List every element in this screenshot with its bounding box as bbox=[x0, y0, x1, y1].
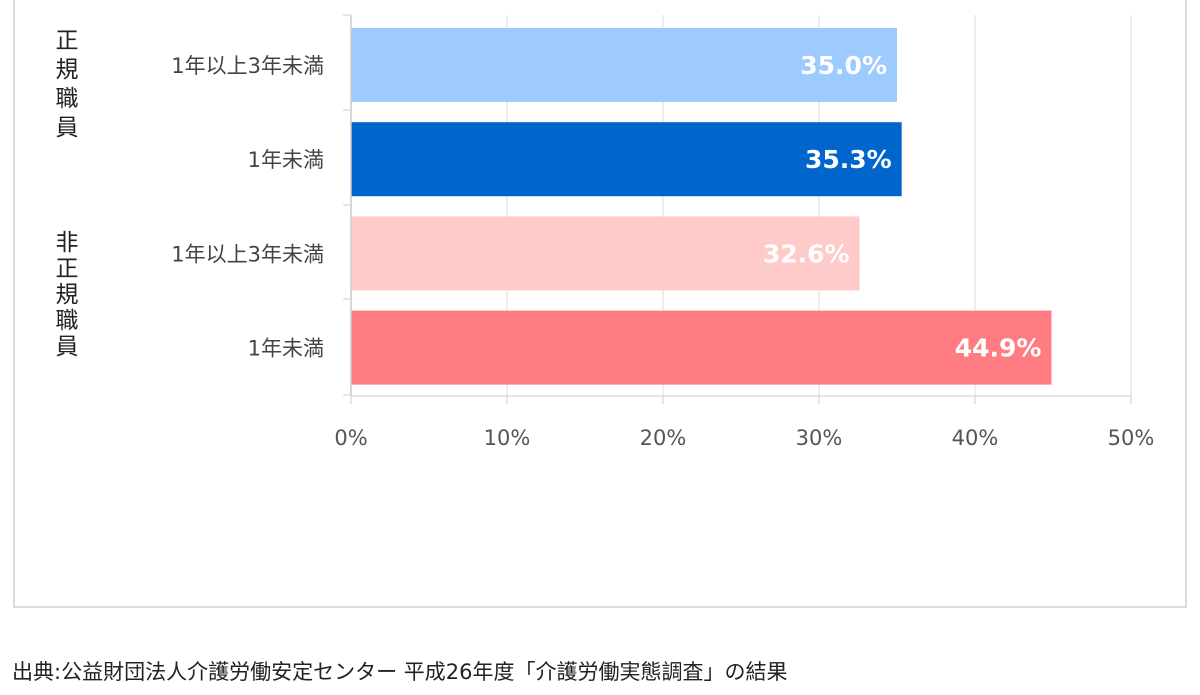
x-tick-label: 40% bbox=[952, 426, 999, 450]
group-label-char: 員 bbox=[56, 115, 79, 141]
category-label: 1年未満 bbox=[248, 148, 324, 172]
group-label-char: 職 bbox=[56, 308, 79, 334]
x-tick-label: 0% bbox=[334, 426, 367, 450]
group-label-char: 正 bbox=[56, 256, 79, 282]
bar bbox=[351, 310, 1052, 385]
category-label: 1年以上3年未満 bbox=[171, 242, 324, 266]
bar bbox=[351, 122, 902, 197]
x-tick-label: 20% bbox=[640, 426, 687, 450]
x-tick-label: 30% bbox=[796, 426, 843, 450]
category-label: 1年未満 bbox=[248, 337, 324, 361]
bar-value-label: 44.9% bbox=[955, 334, 1042, 363]
bar-value-label: 35.0% bbox=[800, 51, 887, 80]
group-label-char: 非 bbox=[56, 230, 79, 256]
x-tick-label: 10% bbox=[484, 426, 531, 450]
category-label: 1年以上3年未満 bbox=[171, 54, 324, 78]
bar-value-label: 32.6% bbox=[763, 239, 850, 268]
group-label-char: 職 bbox=[56, 86, 79, 112]
bar-value-label: 35.3% bbox=[805, 145, 892, 174]
group-label-char: 規 bbox=[56, 282, 79, 308]
group-label-char: 正 bbox=[56, 28, 79, 54]
bar bbox=[351, 216, 860, 291]
group-label-char: 規 bbox=[56, 57, 79, 83]
bar-chart: 35.0% 1年以上3年未満 35.3% 1年未満 32.6% 1年以上3年未満 44.9%… bbox=[56, 14, 1155, 450]
group-label-char: 員 bbox=[56, 334, 79, 360]
source-note: 出典:公益財団法人介護労働安定センター 平成26年度「介護労働実態調査」の結果 bbox=[12, 660, 788, 684]
bar bbox=[351, 28, 897, 102]
x-tick-label: 50% bbox=[1108, 426, 1155, 450]
